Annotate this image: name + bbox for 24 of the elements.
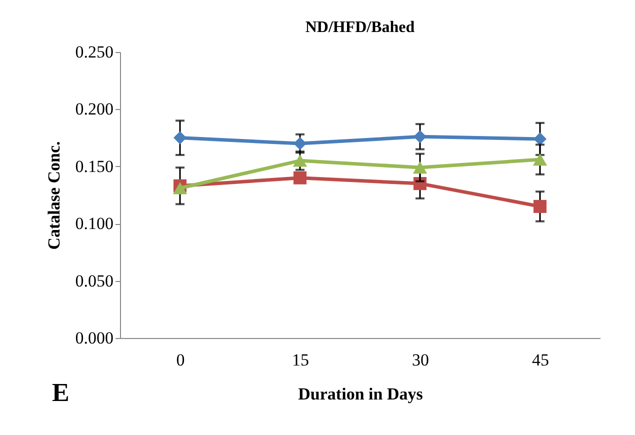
- y-tick-label: 0.150: [75, 156, 114, 176]
- point: [173, 131, 187, 144]
- x-tick-label: 30: [412, 350, 429, 370]
- point: [293, 171, 307, 184]
- point: [413, 130, 427, 144]
- y-tick-label: 0.000: [75, 328, 114, 348]
- x-tick-label: 45: [532, 350, 549, 370]
- point: [293, 137, 307, 150]
- y-axis-title: Catalase Conc.: [44, 141, 64, 250]
- point: [412, 161, 428, 174]
- text: E: [52, 378, 70, 408]
- point: [532, 153, 548, 166]
- point: [533, 132, 547, 146]
- x-axis-title: Duration in Days: [298, 384, 424, 404]
- point: [533, 200, 547, 213]
- chart-title: ND/HFD/Bahed: [305, 19, 415, 36]
- y-tick-label: 0.200: [75, 100, 114, 119]
- x-tick-label: 15: [292, 350, 309, 370]
- point: [292, 154, 308, 167]
- y-tick-label: 0.050: [75, 271, 114, 290]
- y-tick-label: 0.100: [75, 214, 114, 234]
- point: [172, 182, 188, 194]
- y-tick-label: 0.250: [75, 42, 114, 62]
- x-tick-label: 0: [176, 350, 185, 370]
